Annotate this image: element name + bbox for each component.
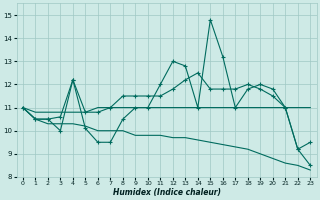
X-axis label: Humidex (Indice chaleur): Humidex (Indice chaleur) (113, 188, 220, 197)
